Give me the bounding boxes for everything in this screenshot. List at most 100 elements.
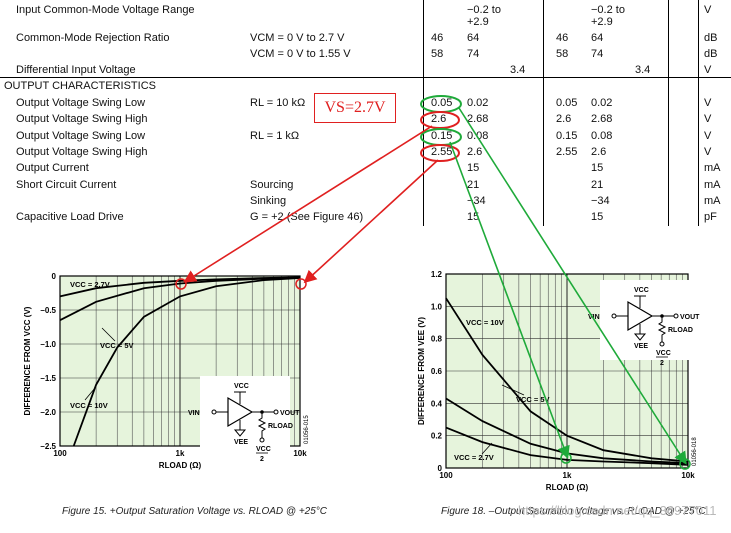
- cell-unit: V: [704, 4, 712, 16]
- cell-min2: 46: [556, 32, 569, 44]
- column-rule-3: [698, 0, 699, 226]
- rload-label: RLOAD: [668, 327, 693, 334]
- x-tick-label: 100: [53, 449, 67, 458]
- cell-typ1: 0.02: [467, 97, 489, 109]
- cell-typ2: 74: [591, 48, 604, 60]
- y-tick-label: 0: [438, 464, 443, 473]
- figure-18-caption: Figure 18. –Output Saturation Voltage vs…: [441, 506, 706, 517]
- x-tick-label: 100: [439, 471, 453, 480]
- section-rule: [0, 77, 731, 78]
- y-tick-label: –1.0: [40, 340, 56, 349]
- vcc2-bottom: 2: [260, 456, 264, 463]
- x-tick-label: 1k: [176, 449, 185, 458]
- y-tick-label: 0.2: [431, 432, 443, 441]
- cell-typ1: 15: [467, 211, 480, 223]
- cell-cond: Sinking: [250, 195, 287, 207]
- cell-typ2: 0.08: [591, 130, 613, 142]
- watermark: https://blog.csdn.net/qq_36977011: [518, 503, 717, 518]
- cell-unit: V: [704, 64, 712, 76]
- x-tick-label: 10k: [681, 471, 695, 480]
- cell-typ1: 2.68: [467, 113, 489, 125]
- cell-unit: dB: [704, 32, 718, 44]
- cell-unit: dB: [704, 48, 718, 60]
- cell-typ2: 2.68: [591, 113, 613, 125]
- cell-typ1: 15: [467, 162, 480, 174]
- vcc-label: VCC: [234, 383, 249, 390]
- vcc2-terminal: [659, 341, 665, 347]
- vee-label: VEE: [634, 343, 648, 350]
- cell-min2: 0.15: [556, 130, 578, 142]
- cell-min1: 0.15: [431, 130, 453, 142]
- rload-label: RLOAD: [268, 423, 293, 430]
- curve-label: VCC = 2.7V: [454, 453, 494, 462]
- cell-typ2: 15: [591, 211, 604, 223]
- vs-annotation: VS=2.7V: [314, 93, 396, 123]
- cell-typ2: 15: [591, 162, 604, 174]
- cell-cond: RL = 1 kΩ: [250, 130, 300, 142]
- cell-unit: mA: [704, 162, 721, 174]
- vin-terminal: [611, 313, 617, 319]
- cell-param: Output Voltage Swing Low: [16, 130, 146, 142]
- curve-label: VCC = 2.7V: [70, 280, 110, 289]
- section-heading: OUTPUT CHARACTERISTICS: [4, 80, 156, 92]
- cell-typ2: −0.2 to: [591, 4, 625, 16]
- curve-label: VCC = 10V: [466, 318, 504, 327]
- rload-resistor: [257, 412, 267, 438]
- y-tick-label: 0.8: [431, 335, 443, 344]
- y-tick-label: –2.5: [40, 442, 56, 451]
- vcc2-bottom: 2: [660, 360, 664, 367]
- cell-min1: 46: [431, 32, 444, 44]
- x-tick-label: 10k: [293, 449, 307, 458]
- cell-typ1: 2.6: [467, 146, 483, 158]
- cell-typ2: 21: [591, 179, 604, 191]
- curve-label-leader: [101, 327, 116, 342]
- circuit-diagram: VCC VEE VIN VOUT RLOAD VCC 2: [188, 376, 300, 463]
- cell-param: Output Voltage Swing High: [16, 113, 148, 125]
- cell-typ1: 64: [467, 32, 480, 44]
- cell-typ2: 64: [591, 32, 604, 44]
- y-axis-label: DIFFERENCE FROM VCC (V): [23, 306, 32, 415]
- cell-param: Capacitive Load Drive: [16, 211, 124, 223]
- cell-typ1: 21: [467, 179, 480, 191]
- vin-terminal: [211, 409, 217, 415]
- cell-param: Output Voltage Swing Low: [16, 97, 146, 109]
- curve-label: VCC = 5V: [516, 395, 550, 404]
- cell-param: Input Common-Mode Voltage Range: [16, 4, 195, 16]
- cell-min2: 0.05: [556, 97, 578, 109]
- cell-unit: V: [704, 97, 712, 109]
- curve-label-leader: [84, 387, 96, 401]
- vee-label: VEE: [234, 439, 248, 446]
- vin-label: VIN: [588, 314, 600, 321]
- y-tick-label: 1.2: [431, 270, 443, 279]
- y-tick-label: –2.0: [40, 408, 56, 417]
- x-axis-label: RLOAD (Ω): [546, 483, 589, 492]
- y-tick-label: 0.6: [431, 367, 443, 376]
- cell-max2: 3.4: [635, 64, 651, 76]
- x-axis-label: RLOAD (Ω): [159, 461, 202, 470]
- y-tick-label: –1.5: [40, 374, 56, 383]
- cell-min1: 0.05: [431, 97, 453, 109]
- cell-typ1: 0.08: [467, 130, 489, 142]
- cell-param: Output Current: [16, 162, 89, 174]
- figure-code: 01056-015: [304, 415, 310, 444]
- cell-cond: VCM = 0 V to 1.55 V: [250, 48, 351, 60]
- figure-code: 01056-018: [692, 437, 698, 466]
- cell-cond: G = +2 (See Figure 46): [250, 211, 364, 223]
- cell-min1: 2.6: [431, 113, 447, 125]
- figure-15-chart: 0 –0.5 –1.0 –1.5 –2.0 –2.5 100 1k 10k RLOAD (Ω) DI…: [10, 262, 315, 474]
- y-axis-label: DIFFERENCE FROM VEE (V): [417, 317, 426, 425]
- cell-unit: pF: [704, 211, 717, 223]
- cell-min2: 2.55: [556, 146, 578, 158]
- vout-label: VOUT: [280, 410, 300, 417]
- cell-param: Short Circuit Current: [16, 179, 117, 191]
- x-tick-label: 1k: [563, 471, 572, 480]
- cell-cond: VCM = 0 V to 2.7 V: [250, 32, 345, 44]
- cell-min2: 58: [556, 48, 569, 60]
- cell-typ2: −34: [591, 195, 610, 207]
- cell-typ1: −0.2 to: [467, 4, 501, 16]
- curve-label: VCC = 10V: [70, 401, 108, 410]
- vcc-label: VCC: [634, 287, 649, 294]
- figure-18-chart: 1.2 1.0 0.8 0.6 0.4 0.2 0 100 1k 10k RLOAD (Ω) DIFF…: [412, 262, 724, 502]
